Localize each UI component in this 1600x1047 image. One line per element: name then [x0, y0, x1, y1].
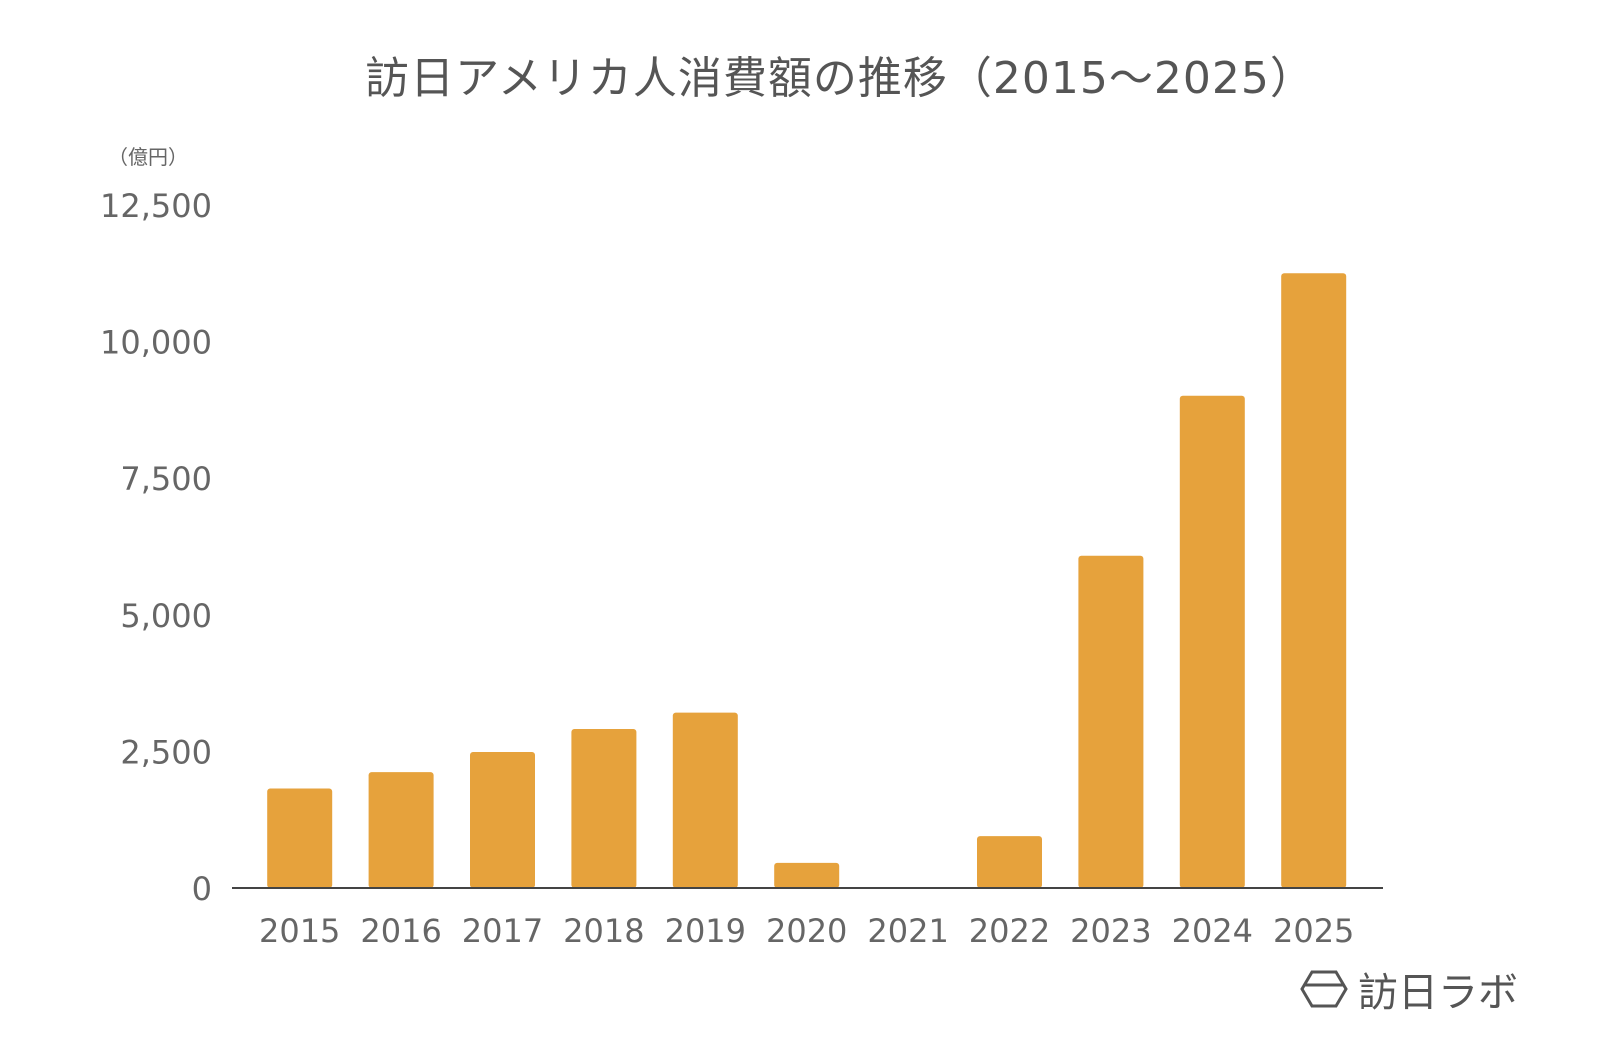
bar-2019 [672, 712, 738, 888]
bar-2016 [368, 772, 434, 888]
x-tick-label: 2019 [665, 912, 746, 950]
bar-2022 [977, 836, 1042, 888]
logo: 訪日ラボ [1300, 960, 1518, 1018]
y-tick-label: 7,500 [120, 460, 212, 498]
x-tick-label: 2018 [563, 912, 644, 950]
chart-title: 訪日アメリカ人消費額の推移（2015〜2025） [365, 53, 1315, 104]
x-tick-label: 2017 [462, 912, 543, 950]
hexagon-logo-icon [1300, 970, 1348, 1008]
bar-2017 [470, 751, 535, 888]
x-tick-label: 2025 [1273, 912, 1354, 950]
y-axis-unit-label: （億円） [108, 145, 188, 169]
x-tick-label: 2022 [969, 912, 1050, 950]
bar-2023 [1078, 555, 1144, 888]
y-tick-label: 5,000 [120, 597, 212, 635]
x-tick-label: 2023 [1070, 912, 1151, 950]
y-tick-label: 2,500 [120, 733, 212, 771]
x-tick-label: 2016 [360, 912, 441, 950]
bar-2015 [267, 788, 333, 888]
y-tick-label: 0 [192, 870, 212, 908]
x-tick-label: 2024 [1172, 912, 1253, 950]
logo-text: 訪日ラボ [1358, 970, 1518, 1016]
x-tick-label: 2021 [867, 912, 948, 950]
y-tick-label: 12,500 [100, 187, 212, 225]
bar-2018 [571, 728, 637, 888]
x-tick-label: 2020 [766, 912, 847, 950]
bar-2020 [774, 862, 840, 888]
x-tick-label: 2015 [259, 912, 340, 950]
bar-2024 [1179, 395, 1245, 888]
bar-2025 [1281, 273, 1347, 888]
y-tick-label: 10,000 [100, 324, 212, 362]
